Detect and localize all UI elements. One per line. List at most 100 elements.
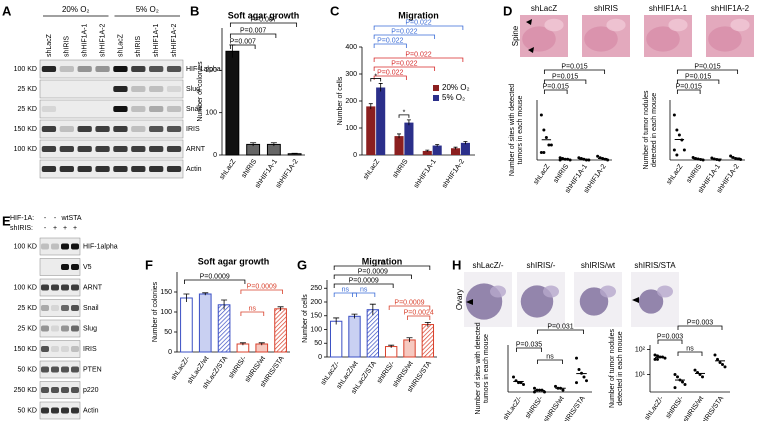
significance-bracket — [229, 22, 298, 27]
error-bar — [368, 103, 373, 110]
protein-label: IRIS — [186, 126, 200, 133]
tissue — [657, 285, 673, 298]
p-value: P=0.022 — [391, 60, 417, 67]
x-tick-label: shIRIS/wt — [543, 395, 566, 421]
lane-label: shLacZ — [117, 33, 124, 57]
y-axis-label: detected in each mouse — [617, 331, 624, 405]
treatment-label: HIF-1A: — [10, 215, 34, 222]
blot-band — [51, 325, 59, 332]
blot-band — [131, 166, 146, 172]
data-point — [682, 148, 686, 152]
blot-band — [41, 243, 49, 250]
blot-band — [77, 166, 92, 172]
blot-band — [166, 106, 182, 112]
protein-label: V5 — [83, 264, 92, 271]
y-tick-label: 200 — [205, 67, 217, 74]
tissue — [730, 18, 750, 32]
blot-strip — [39, 159, 184, 179]
blot-strip — [39, 119, 184, 139]
x-tick-label: shLacZ/- — [644, 395, 666, 421]
section-label: Ovary — [455, 289, 464, 310]
size-label: 25 KD — [18, 305, 37, 312]
size-label: 50 KD — [18, 407, 37, 414]
significance-bracket — [537, 329, 584, 334]
x-tick-label: shHIF1A-2 — [441, 158, 466, 190]
data-point — [542, 151, 546, 154]
data-point — [577, 367, 581, 371]
significance-bracket — [352, 292, 376, 297]
error-bar — [425, 149, 430, 152]
data-point — [596, 154, 600, 158]
significance-bracket — [373, 57, 464, 62]
size-label: 150 KD — [14, 126, 37, 133]
blot-band — [51, 346, 59, 352]
blot-band — [61, 407, 69, 414]
significance-bracket — [407, 315, 431, 320]
blot-strip — [39, 139, 184, 159]
bar — [348, 315, 361, 358]
p-value: ns — [378, 259, 386, 266]
bar — [403, 339, 416, 358]
y-tick-label: 150 — [310, 313, 322, 320]
significance-bracket — [240, 289, 283, 294]
y-axis-label: Number of sites with detected — [509, 84, 516, 176]
data-point — [554, 384, 557, 388]
p-value: P=0.022 — [405, 51, 431, 58]
tissue — [668, 18, 688, 32]
significance-bracket — [240, 311, 265, 316]
blot-strip — [39, 79, 184, 99]
bar — [366, 106, 376, 155]
blot-band — [149, 146, 164, 152]
protein-label: HIF-1alpha — [186, 66, 221, 73]
x-tick-label: shLacZ — [362, 158, 381, 181]
blot-band — [166, 66, 182, 72]
panel-label: F — [145, 257, 153, 272]
blot-strip — [39, 401, 81, 420]
y-tick-label: 400 — [345, 44, 357, 51]
protein-label: ARNT — [186, 146, 206, 153]
blot-band — [95, 166, 110, 172]
lane-label: shIRIS — [135, 36, 142, 57]
protein-label: Snail — [83, 305, 99, 312]
y-tick-label: 0 — [353, 152, 357, 159]
blot-strip — [39, 59, 184, 79]
blot-band — [51, 284, 59, 291]
error-bar — [406, 119, 411, 126]
legend-swatch — [433, 85, 439, 91]
size-label: 25 KD — [18, 106, 37, 113]
blot-band — [41, 106, 57, 112]
image-label: shIRIS — [594, 4, 618, 13]
treatment-lane: + — [53, 225, 57, 232]
p-value: P=0.003 — [687, 319, 713, 326]
blot-band — [41, 346, 49, 352]
significance-bracket — [676, 79, 720, 84]
blot-strip — [39, 319, 81, 338]
data-point — [561, 388, 565, 392]
tissue — [584, 26, 618, 52]
blot-band — [61, 387, 69, 393]
y-tick-label: 100 — [345, 125, 357, 132]
y-tick-label: 200 — [345, 98, 357, 105]
blot-band — [71, 387, 79, 393]
data-point — [673, 386, 677, 390]
data-point — [522, 382, 525, 386]
condition-header: 20% O₂ — [62, 5, 90, 14]
treatment-lane: STA — [68, 215, 81, 222]
blot-strip — [39, 299, 81, 317]
treatment-lane: + — [63, 225, 67, 232]
y-tick-label: 0 — [213, 152, 217, 159]
protein-label: Slug — [83, 325, 97, 332]
y-axis-label: detected in each mouse — [651, 93, 658, 167]
p-value: ns — [360, 286, 368, 293]
chart-title: Migration — [362, 256, 403, 266]
x-tick-label: shLacZ — [219, 158, 238, 181]
x-tick-label: shIRIS — [240, 158, 258, 179]
y-tick-label: 50 — [314, 340, 322, 347]
significance-bracket — [333, 274, 412, 279]
data-point — [721, 363, 724, 367]
significance-bracket — [229, 33, 277, 38]
data-point — [677, 133, 681, 137]
blot-band — [61, 243, 69, 250]
blot-strip — [39, 360, 81, 379]
data-point — [676, 375, 679, 379]
